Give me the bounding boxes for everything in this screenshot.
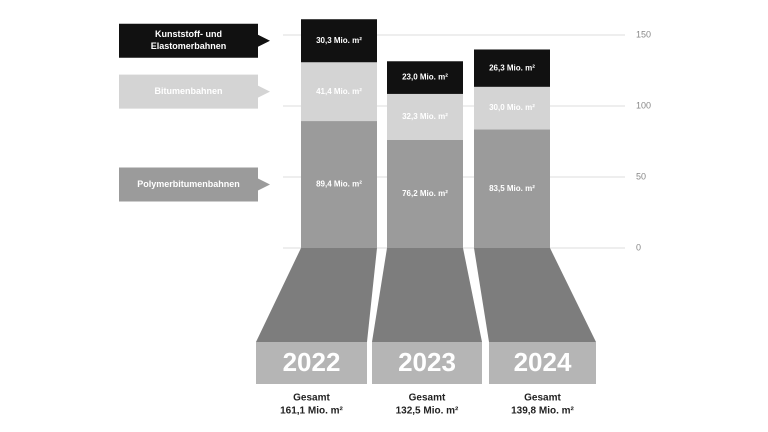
value-label: 26,3 Mio. m² [489,63,535,72]
legend-label: Kunststoff- und Elastomerbahnen [150,29,227,51]
value-label: 32,3 Mio. m² [402,112,448,121]
value-label: 89,4 Mio. m² [316,180,362,189]
total-title: Gesamt [293,393,330,404]
legend-label: Bitumenbahnen [154,85,223,96]
value-label: 30,3 Mio. m² [316,36,362,45]
year-box [372,342,482,384]
base-trapezoid [256,248,377,342]
year-box [489,342,596,384]
y-tick-label: 100 [636,100,651,110]
bar-segment [301,121,377,248]
y-tick-label: 0 [636,242,641,252]
y-tick-label: 150 [636,29,651,39]
total-label: 161,1 Mio. m² [280,406,343,417]
base-trapezoid [372,248,482,342]
value-label: 41,4 Mio. m² [316,87,362,96]
total-label: 132,5 Mio. m² [396,406,459,417]
year-label: 2024 [514,347,572,377]
bar-segment [301,62,377,122]
bar-segment [387,61,463,94]
base-trapezoid [474,248,596,342]
legend-box [119,74,270,109]
legend-label: Polymerbitumenbahnen [137,178,240,189]
total-title: Gesamt [409,393,446,404]
legend-box [119,23,270,58]
total-label: 139,8 Mio. m² [511,406,574,417]
total-title: Gesamt [524,393,561,404]
bar-segment [474,129,550,248]
year-label: 2022 [283,347,341,377]
year-box [256,342,367,384]
bar-segment [301,19,377,63]
legend-entry: Kunststoff- und Elastomerbahnen [150,29,227,51]
value-label: 30,0 Mio. m² [489,103,535,112]
bar-segment [474,86,550,130]
year-label: 2023 [398,347,456,377]
bar-segment [387,139,463,248]
legend-box [119,167,270,202]
value-label: 23,0 Mio. m² [402,73,448,82]
bar-segment [474,49,550,87]
bar-segment [387,93,463,140]
legend-entry: Bitumenbahnen [154,85,223,96]
value-label: 83,5 Mio. m² [489,184,535,193]
value-label: 76,2 Mio. m² [402,189,448,198]
y-tick-label: 50 [636,171,646,181]
legend-entry: Polymerbitumenbahnen [137,178,240,189]
